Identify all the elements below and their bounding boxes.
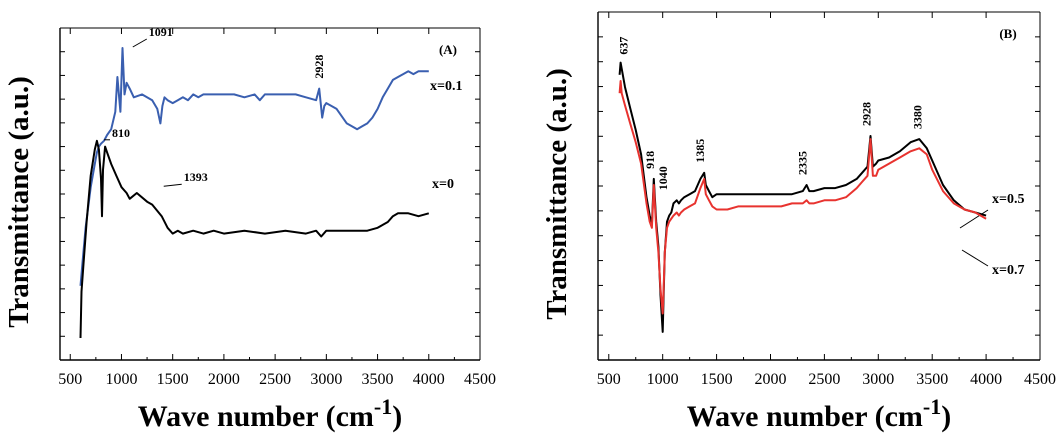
x-tick-label: 3000 xyxy=(862,371,894,388)
x-tick-label: 1000 xyxy=(105,371,137,388)
peak-annotation: 918 xyxy=(643,151,657,169)
annotation-leader xyxy=(132,38,148,48)
peak-annotation: 1040 xyxy=(656,166,670,190)
peak-annotation: 2928 xyxy=(860,102,874,126)
x-tick-label: 3500 xyxy=(362,371,394,388)
x-tick-label: 4000 xyxy=(413,371,445,388)
peak-annotation: 1393 xyxy=(184,170,208,184)
x-tick-label: 4000 xyxy=(970,371,1002,388)
chart-panel-a: 500 1000 1500 2000 2500 3000 3500 4000 4500 Wave … xyxy=(3,25,496,433)
series-label-arrow xyxy=(959,209,989,229)
peak-annotation: 1385 xyxy=(693,139,707,163)
x-tick-label: 500 xyxy=(597,371,621,388)
panel-label: (A) xyxy=(439,42,457,57)
panel-label: (B) xyxy=(999,26,1016,41)
peak-annotation: 810 xyxy=(112,126,130,140)
series-line-x-0 xyxy=(79,139,430,339)
peak-annotation: 2928 xyxy=(312,55,326,79)
peak-annotation: 1091 xyxy=(149,25,173,39)
peak-annotation: 2335 xyxy=(796,151,810,175)
series-label: x=0 xyxy=(432,177,454,192)
x-tick-label: 2000 xyxy=(208,371,240,388)
x-tick-label: 2500 xyxy=(808,371,840,388)
x-tick-label: 1500 xyxy=(157,371,189,388)
series-label-arrow xyxy=(961,249,989,267)
x-tick-label: 500 xyxy=(58,371,82,388)
x-tick-label: 1000 xyxy=(647,371,679,388)
y-axis-title: Transmittance (a.u.) xyxy=(541,68,573,320)
x-axis-title: Wave number (cm-1) xyxy=(687,394,951,433)
series-label: x=0.1 xyxy=(430,79,462,94)
x-tick-label: 4500 xyxy=(1024,371,1056,388)
series-label: x=0.5 xyxy=(992,192,1024,207)
y-axis-title: Transmittance (a.u.) xyxy=(3,76,35,328)
series-label: x=0.7 xyxy=(992,263,1024,278)
chart-panel-b: 500 1000 1500 2000 2500 3000 3500 4000 4500 Wave … xyxy=(541,11,1056,433)
x-tick-label: 3500 xyxy=(916,371,948,388)
series-line-x-0-1 xyxy=(79,47,429,286)
x-tick-label: 3000 xyxy=(310,371,342,388)
peak-annotation: 3380 xyxy=(910,105,924,129)
series-line-x-0-7 xyxy=(618,80,987,315)
annotation-leader xyxy=(163,183,182,187)
x-tick-label: 2500 xyxy=(259,371,291,388)
x-axis-title: Wave number (cm-1) xyxy=(138,394,402,433)
peak-annotation: 637 xyxy=(617,37,631,55)
x-tick-label: 2000 xyxy=(754,371,786,388)
x-tick-label: 1500 xyxy=(701,371,733,388)
x-tick-label: 4500 xyxy=(464,371,496,388)
series-line-x-0-5 xyxy=(618,61,987,333)
